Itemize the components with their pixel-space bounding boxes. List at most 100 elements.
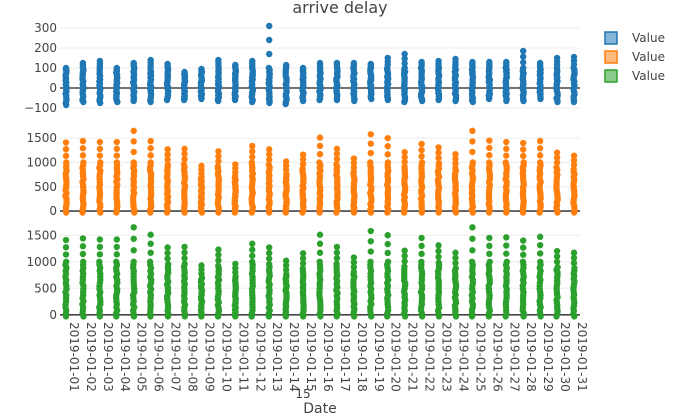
- data-point[interactable]: [350, 259, 358, 266]
- data-point[interactable]: [333, 150, 341, 158]
- data-point[interactable]: [232, 260, 239, 268]
- legend[interactable]: Value Value Value: [604, 31, 665, 83]
- data-point[interactable]: [62, 152, 70, 160]
- data-point[interactable]: [316, 240, 324, 247]
- data-point[interactable]: [570, 166, 577, 173]
- data-point[interactable]: [452, 160, 459, 167]
- data-point[interactable]: [367, 238, 374, 245]
- data-point[interactable]: [249, 142, 256, 150]
- data-point[interactable]: [266, 22, 273, 30]
- data-point[interactable]: [435, 154, 442, 162]
- data-point[interactable]: [333, 260, 340, 268]
- data-point[interactable]: [147, 231, 154, 238]
- data-point[interactable]: [384, 134, 391, 142]
- data-point[interactable]: [198, 65, 205, 73]
- data-point[interactable]: [299, 260, 307, 267]
- data-point[interactable]: [316, 59, 324, 67]
- data-point[interactable]: [350, 59, 358, 67]
- data-point[interactable]: [113, 138, 121, 146]
- data-point[interactable]: [333, 145, 341, 153]
- data-point[interactable]: [350, 155, 358, 162]
- data-point[interactable]: [266, 244, 273, 251]
- data-point[interactable]: [299, 265, 307, 272]
- data-point[interactable]: [147, 240, 154, 247]
- data-point[interactable]: [147, 152, 154, 159]
- data-point[interactable]: [435, 253, 442, 261]
- data-point[interactable]: [520, 244, 527, 251]
- data-point[interactable]: [571, 265, 578, 272]
- data-point[interactable]: [435, 149, 442, 156]
- data-point[interactable]: [79, 250, 87, 258]
- data-point[interactable]: [282, 257, 290, 264]
- data-point[interactable]: [299, 160, 307, 168]
- data-point[interactable]: [503, 258, 511, 265]
- data-point[interactable]: [215, 251, 222, 259]
- data-point[interactable]: [503, 145, 510, 153]
- data-point[interactable]: [486, 159, 493, 166]
- data-point[interactable]: [62, 145, 70, 153]
- data-point[interactable]: [435, 247, 442, 255]
- data-point[interactable]: [80, 159, 87, 166]
- data-point[interactable]: [181, 249, 188, 256]
- data-point[interactable]: [62, 139, 70, 146]
- data-point[interactable]: [333, 255, 341, 262]
- data-point[interactable]: [486, 242, 493, 250]
- data-point[interactable]: [418, 146, 425, 154]
- data-point[interactable]: [418, 140, 425, 148]
- data-point[interactable]: [249, 148, 256, 155]
- data-point[interactable]: [266, 151, 273, 158]
- data-point[interactable]: [520, 152, 527, 160]
- data-point[interactable]: [570, 152, 578, 159]
- data-point[interactable]: [367, 227, 374, 235]
- data-point[interactable]: [266, 36, 273, 44]
- data-point[interactable]: [249, 240, 256, 247]
- data-point[interactable]: [536, 241, 544, 249]
- data-point[interactable]: [350, 268, 357, 276]
- data-point[interactable]: [62, 236, 70, 244]
- data-point[interactable]: [469, 58, 476, 66]
- data-point[interactable]: [113, 145, 121, 153]
- data-point[interactable]: [333, 161, 340, 168]
- data-point[interactable]: [503, 152, 510, 159]
- data-point[interactable]: [266, 156, 273, 163]
- data-point[interactable]: [367, 159, 374, 166]
- data-point[interactable]: [452, 155, 459, 163]
- data-point[interactable]: [79, 235, 87, 242]
- data-point[interactable]: [486, 58, 493, 66]
- data-point[interactable]: [367, 60, 374, 68]
- data-point[interactable]: [520, 159, 527, 166]
- data-point[interactable]: [164, 146, 171, 153]
- data-point[interactable]: [469, 159, 477, 166]
- data-point[interactable]: [570, 161, 578, 169]
- data-point[interactable]: [570, 157, 578, 164]
- data-point[interactable]: [113, 251, 121, 258]
- data-point[interactable]: [401, 158, 408, 166]
- data-point[interactable]: [113, 159, 121, 166]
- data-point[interactable]: [181, 156, 188, 163]
- data-point[interactable]: [316, 150, 324, 158]
- data-point[interactable]: [503, 234, 510, 241]
- data-point[interactable]: [401, 153, 408, 161]
- data-point[interactable]: [316, 231, 324, 238]
- data-point[interactable]: [181, 243, 188, 251]
- data-point[interactable]: [215, 153, 222, 160]
- data-point[interactable]: [249, 57, 256, 65]
- data-point[interactable]: [299, 165, 306, 172]
- data-point[interactable]: [316, 159, 323, 166]
- data-point[interactable]: [553, 154, 561, 161]
- data-point[interactable]: [62, 64, 70, 72]
- data-point[interactable]: [536, 233, 544, 241]
- data-point[interactable]: [299, 156, 307, 163]
- data-point[interactable]: [486, 144, 493, 152]
- data-point[interactable]: [147, 249, 154, 256]
- data-point[interactable]: [130, 258, 137, 265]
- data-point[interactable]: [418, 58, 425, 66]
- data-point[interactable]: [282, 158, 290, 165]
- data-point[interactable]: [536, 159, 544, 166]
- data-point[interactable]: [266, 249, 273, 257]
- data-point[interactable]: [401, 50, 408, 58]
- data-point[interactable]: [215, 148, 222, 155]
- data-point[interactable]: [452, 259, 459, 267]
- data-point[interactable]: [468, 258, 476, 265]
- data-point[interactable]: [570, 53, 578, 61]
